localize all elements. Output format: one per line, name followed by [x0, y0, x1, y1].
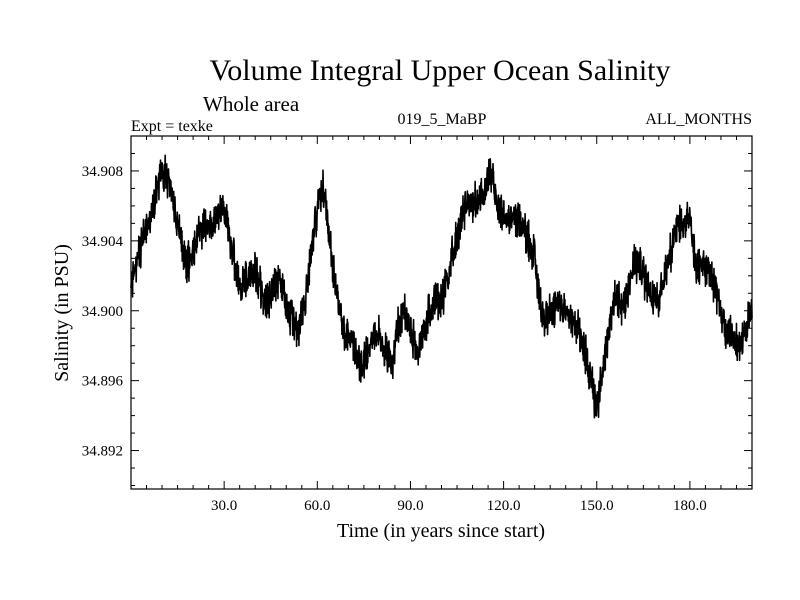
- x-tick-label: 60.0: [304, 498, 330, 514]
- salinity-series-line: [130, 154, 753, 419]
- run-id-label: 019_5_MaBP: [398, 111, 487, 128]
- experiment-label: Expt = texke: [131, 118, 213, 135]
- y-tick-label: 34.892: [82, 444, 123, 460]
- y-tick-label: 34.904: [82, 234, 124, 250]
- y-tick-label: 34.900: [82, 304, 123, 320]
- period-label: ALL_MONTHS: [645, 111, 752, 128]
- plot-data: [130, 154, 753, 419]
- plot-frame: [130, 135, 753, 490]
- x-tick-label: 90.0: [397, 498, 423, 514]
- x-tick-label: 30.0: [211, 498, 237, 514]
- y-axis-label: Salinity (in PSU): [51, 244, 73, 382]
- x-tick-label: 180.0: [673, 498, 707, 514]
- x-tick-label: 150.0: [580, 498, 614, 514]
- x-axis-label: Time (in years since start): [337, 520, 545, 542]
- y-tick-label: 34.908: [82, 164, 123, 180]
- y-tick-label: 34.896: [82, 374, 124, 390]
- axis-ticks: 30.0 60.0 90.0 120.0 150.0 180.0 34.892 34.896 3…: [82, 136, 752, 514]
- chart-title: Volume Integral Upper Ocean Salinity: [210, 54, 671, 87]
- chart-subtitle: Whole area: [203, 92, 300, 116]
- x-tick-label: 120.0: [487, 498, 521, 514]
